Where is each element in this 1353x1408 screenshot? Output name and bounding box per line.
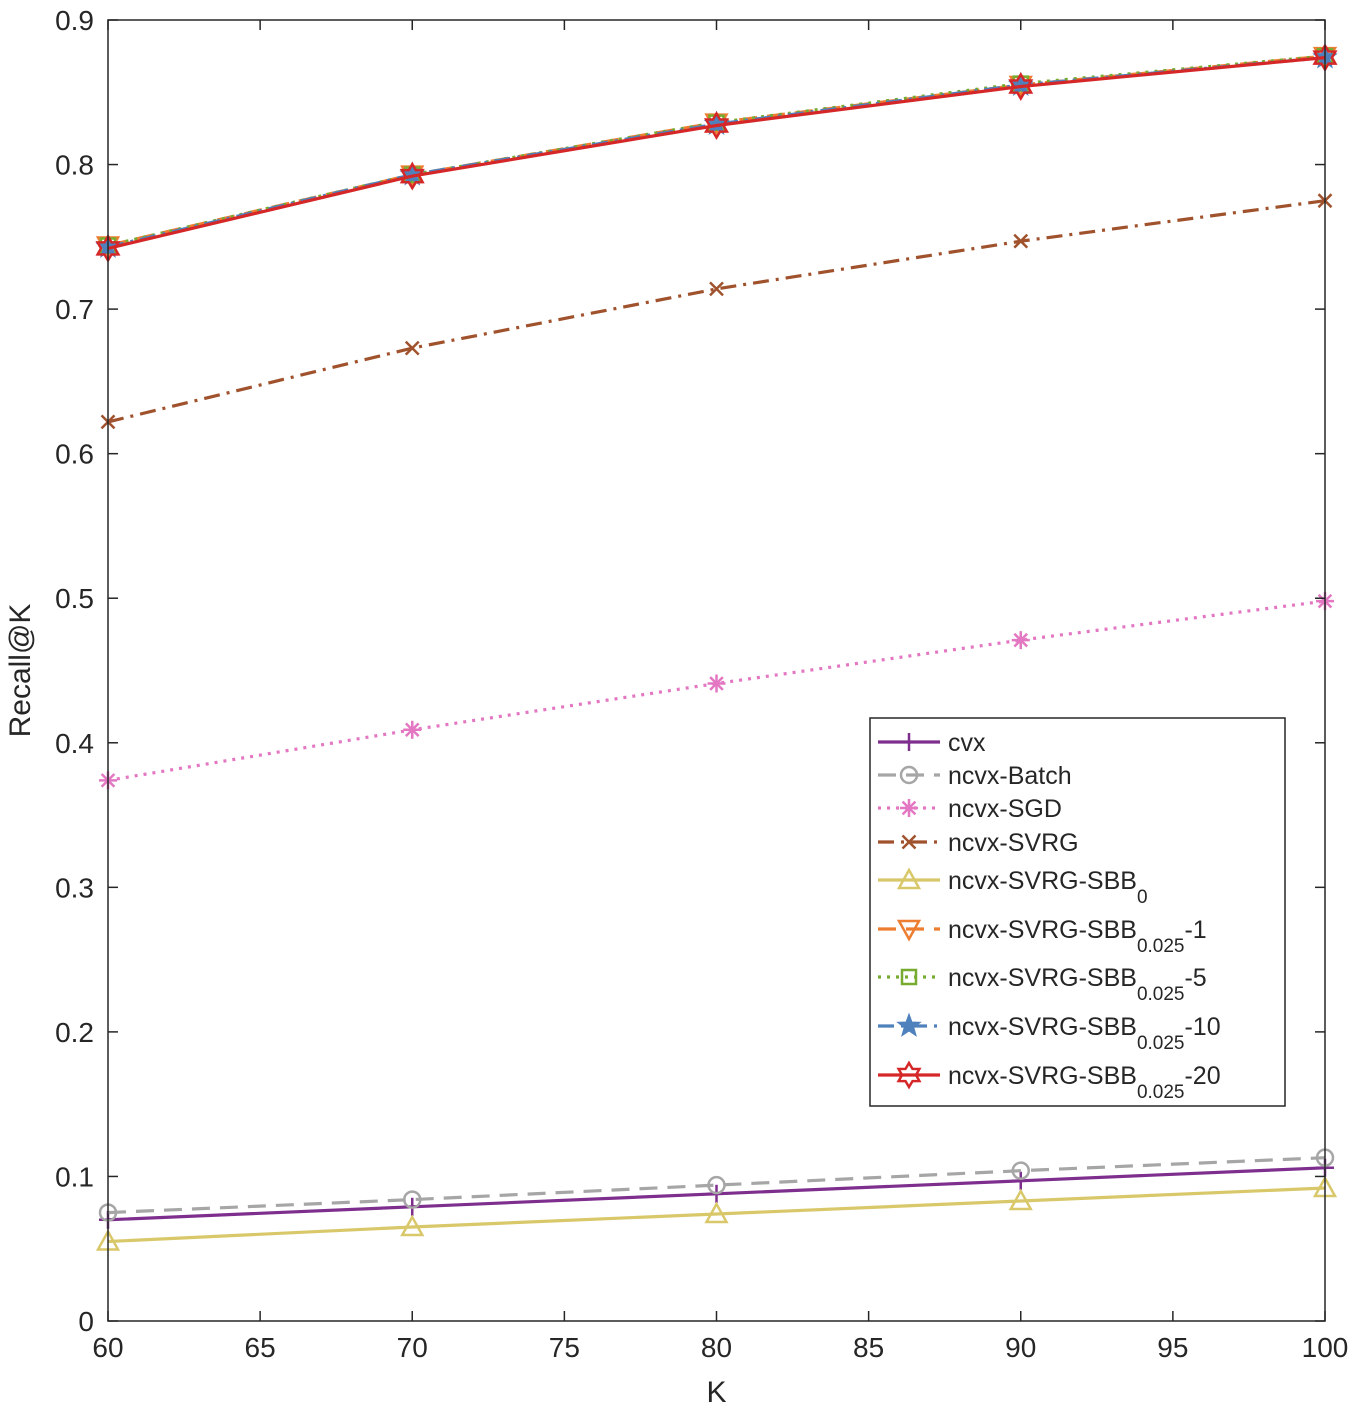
- series-line: [107, 1156, 1326, 1215]
- data-point: [1011, 631, 1030, 650]
- series-line: [107, 1186, 1326, 1244]
- legend-entry: ncvx-SGD: [878, 795, 1062, 823]
- legend-entry: ncvx-Batch: [878, 762, 1072, 790]
- legend-marker: [901, 834, 917, 850]
- legend: cvxncvx-Batchncvx-SGDncvx-SVRGncvx-SVRG-…: [869, 717, 1286, 1107]
- legend-marker: [896, 919, 922, 942]
- data-point: [400, 1214, 425, 1237]
- y-axis-label: Recall@K: [4, 604, 37, 738]
- legend-label: cvx: [948, 729, 986, 757]
- x-tick-label: 90: [1005, 1332, 1036, 1363]
- y-tick-label: 0.8: [55, 150, 94, 181]
- data-point: [404, 340, 420, 356]
- data-point: [709, 281, 724, 297]
- legend-marker: [896, 1012, 922, 1037]
- y-tick-label: 0.4: [55, 728, 94, 759]
- y-tick-label: 0.9: [55, 5, 94, 36]
- data-point: [1008, 72, 1034, 101]
- x-tick-label: 70: [397, 1332, 428, 1363]
- series-line: [107, 56, 1326, 250]
- data-point: [707, 1175, 726, 1195]
- x-tick-label: 60: [92, 1332, 123, 1363]
- y-tick-label: 0.6: [55, 439, 94, 470]
- legend-marker: [899, 765, 919, 785]
- y-tick-label: 0.3: [55, 872, 94, 903]
- data-point: [399, 161, 425, 191]
- legend-marker: [896, 867, 922, 890]
- data-point: [703, 111, 730, 140]
- x-tick-label: 65: [245, 1332, 276, 1363]
- x-tick-label: 100: [1302, 1332, 1349, 1363]
- legend-marker: [900, 733, 918, 751]
- legend-box: [869, 717, 1286, 1107]
- legend-marker: [900, 968, 918, 986]
- y-tick-label: 0.1: [55, 1161, 94, 1192]
- series-line: [107, 199, 1326, 424]
- x-tick-label: 80: [701, 1332, 732, 1363]
- data-point: [707, 674, 726, 693]
- legend-marker: [900, 799, 918, 817]
- data-point: [1011, 1171, 1030, 1190]
- y-tick-label: 0.7: [55, 294, 94, 325]
- x-tick-label: 95: [1157, 1332, 1188, 1363]
- legend-marker: [896, 1060, 922, 1090]
- legend-label: ncvx-SGD: [948, 795, 1062, 823]
- legend-entry: cvx: [878, 729, 986, 757]
- y-tick-label: 0: [78, 1306, 94, 1337]
- x-axis-label: K: [706, 1376, 726, 1408]
- legend-label: ncvx-SVRG: [948, 829, 1079, 857]
- y-tick-label: 0.5: [55, 583, 94, 614]
- x-tick-label: 75: [549, 1332, 580, 1363]
- y-tick-label: 0.2: [55, 1017, 94, 1048]
- data-point: [1013, 233, 1029, 249]
- data-point: [1008, 1188, 1033, 1211]
- ticks-layer: 60 65 70 75 80 85 90 95 100 0 0.1 0.2 0.3 0.4 0.5 0.6 0.…: [55, 5, 1348, 1363]
- legend-label: ncvx-Batch: [948, 762, 1072, 790]
- x-tick-label: 85: [853, 1332, 884, 1363]
- data-point: [403, 1190, 422, 1209]
- legend-entry: ncvx-SVRG: [878, 829, 1079, 857]
- data-point: [704, 1201, 729, 1224]
- data-point: [1011, 1161, 1030, 1180]
- data-point: [403, 720, 422, 739]
